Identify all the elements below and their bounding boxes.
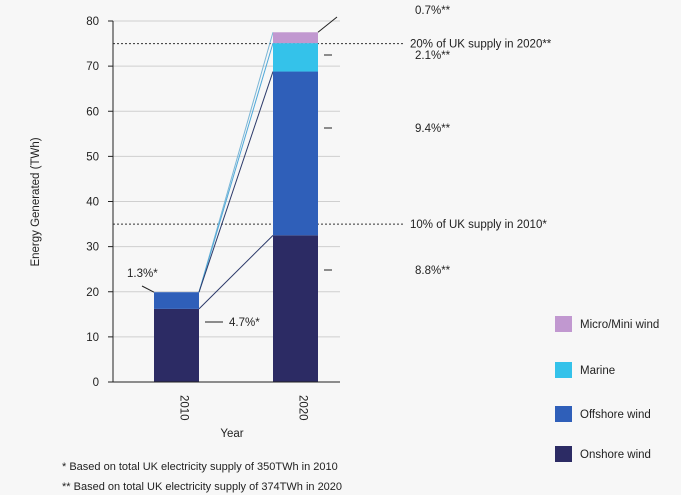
bar-2020-marine	[273, 43, 318, 72]
legend-swatch	[555, 406, 572, 422]
legend-label: Micro/Mini wind	[580, 319, 659, 331]
y-tick-label: 30	[86, 242, 99, 254]
y-tick-label: 80	[86, 16, 99, 28]
annotation-label: 9.4%**	[415, 123, 451, 135]
x-tick-label: 2020	[297, 395, 309, 421]
annotation-leader	[141, 285, 155, 293]
connector-line	[198, 234, 274, 310]
legend-label: Marine	[580, 365, 615, 377]
annotations: 1.3%* 4.7%* 0.7%** 2.1%** 9.4%** 8.8%**	[127, 5, 451, 329]
annotation-leader	[317, 16, 338, 33]
annotation-label: 0.7%**	[415, 5, 451, 17]
gridlines	[113, 20, 340, 338]
footnote-2: ** Based on total UK electricity supply …	[62, 481, 342, 493]
reference-line-label: 10% of UK supply in 2010*	[410, 219, 547, 231]
y-tick-label: 10	[86, 332, 99, 344]
connector-line	[198, 71, 274, 293]
bar-2010-onshore-wind	[154, 308, 199, 382]
annotation-label: 1.3%*	[127, 268, 158, 280]
annotation-label: 4.7%*	[229, 317, 260, 329]
y-tick-label: 40	[86, 197, 99, 209]
bar-2020-offshore-wind	[273, 71, 318, 236]
legend-swatch	[555, 316, 572, 332]
annotation-label: 2.1%**	[415, 50, 451, 62]
legend-label: Offshore wind	[580, 409, 651, 421]
bar-2020-onshore-wind	[273, 235, 318, 382]
footnote-1: * Based on total UK electricity supply o…	[62, 461, 338, 473]
x-axis-label: Year	[220, 428, 243, 440]
annotation-label: 8.8%**	[415, 265, 451, 277]
legend: Micro/Mini wind Marine Offshore wind Onshor…	[555, 316, 659, 462]
legend-swatch	[555, 446, 572, 462]
x-tick-label: 2010	[178, 395, 190, 421]
legend-swatch	[555, 362, 572, 378]
connector-lines	[198, 32, 274, 310]
y-tick-label: 50	[86, 151, 99, 163]
bar-2020-micro-mini-wind	[273, 32, 318, 44]
legend-label: Onshore wind	[580, 449, 651, 461]
y-tick-label: 20	[86, 287, 99, 299]
bars	[154, 32, 318, 382]
y-tick-label: 0	[93, 377, 99, 389]
axes: 0 10 20 30 40 50 60 70 80 2010 2020	[86, 16, 340, 421]
bar-2010-offshore-wind	[154, 292, 199, 309]
connector-line	[198, 32, 274, 293]
y-tick-label: 70	[86, 61, 99, 73]
y-tick-label: 60	[86, 106, 99, 118]
reference-line-label: 20% of UK supply in 2020**	[410, 39, 552, 51]
connector-line	[198, 42, 274, 293]
reference-lines: 20% of UK supply in 2020** 10% of UK supp…	[113, 39, 552, 231]
y-axis-label: Energy Generated (TWh)	[30, 137, 42, 266]
